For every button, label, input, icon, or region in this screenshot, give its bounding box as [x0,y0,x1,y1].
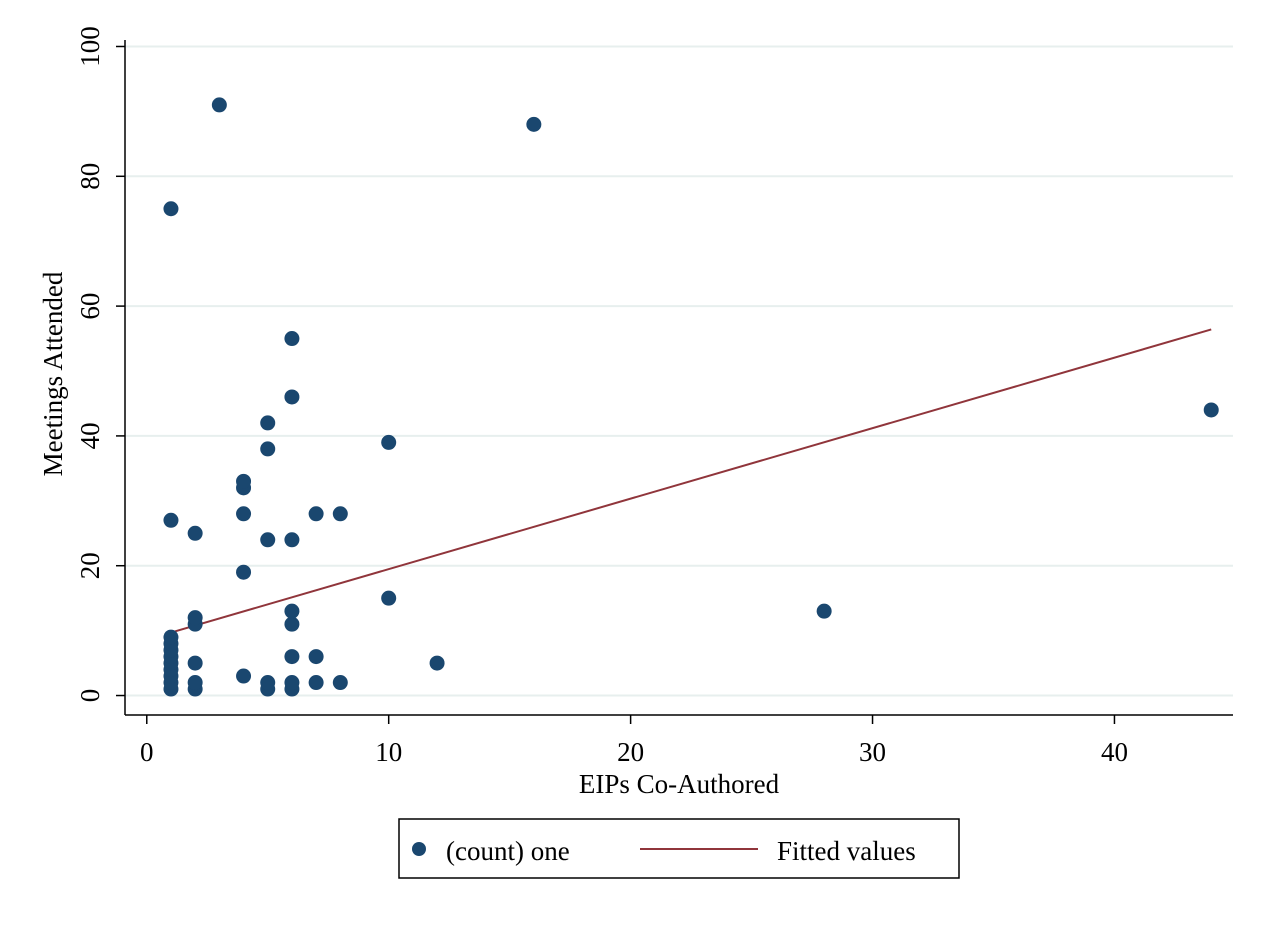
scatter-point [308,506,324,522]
scatter-point [260,675,276,691]
scatter-point [187,655,203,671]
legend: (count) one Fitted values [398,818,960,879]
scatter-point [1203,402,1219,418]
y-tick-label-0: 0 [75,689,105,703]
scatter-point [187,525,203,541]
scatter-point [236,473,252,489]
scatter-point [332,675,348,691]
y-tick-label-100: 100 [75,26,105,67]
scatter-point [236,564,252,580]
scatter-point [284,389,300,405]
y-tick-label-80: 80 [75,163,105,190]
scatter-point [260,415,276,431]
scatter-point [429,655,445,671]
ticks: 0 20 40 60 80 100 0 10 20 30 40 [75,26,1128,767]
scatter-point [284,331,300,347]
scatter-point [187,675,203,691]
scatter-point [187,610,203,626]
scatter-point [526,116,542,132]
gridlines [125,45,1233,697]
fitted-values-line [170,328,1212,634]
x-tick-label-20: 20 [617,737,644,767]
scatter-point [816,603,832,619]
fitted-line-layer [170,328,1212,634]
y-tick-label-20: 20 [75,552,105,579]
x-tick-label-30: 30 [859,737,886,767]
legend-marker-scatter [412,842,426,856]
scatter-point [284,649,300,665]
legend-label-scatter: (count) one [446,836,570,866]
scatter-point [308,675,324,691]
scatter-point [284,616,300,632]
scatter-point [332,506,348,522]
scatter-point [236,506,252,522]
scatter-point [211,97,227,113]
x-tick-label-0: 0 [140,737,154,767]
scatter-point [260,441,276,457]
y-tick-label-40: 40 [75,422,105,449]
scatter-point [308,649,324,665]
scatter-point [260,532,276,548]
scatter-point [284,532,300,548]
x-tick-label-10: 10 [375,737,402,767]
x-axis-title: EIPs Co-Authored [579,769,780,799]
scatter-point [284,603,300,619]
scatter-point [163,201,179,217]
scatter-point [284,675,300,691]
scatter-point [236,668,252,684]
scatter-point [163,512,179,528]
y-axis-title: Meetings Attended [38,271,68,476]
y-tick-label-60: 60 [75,293,105,320]
scatter-point [381,434,397,450]
scatter-point [163,629,179,645]
scatter-point [381,590,397,606]
scatter-points [163,97,1219,697]
axes [124,40,1233,716]
legend-label-line: Fitted values [777,836,916,866]
x-tick-label-40: 40 [1101,737,1128,767]
